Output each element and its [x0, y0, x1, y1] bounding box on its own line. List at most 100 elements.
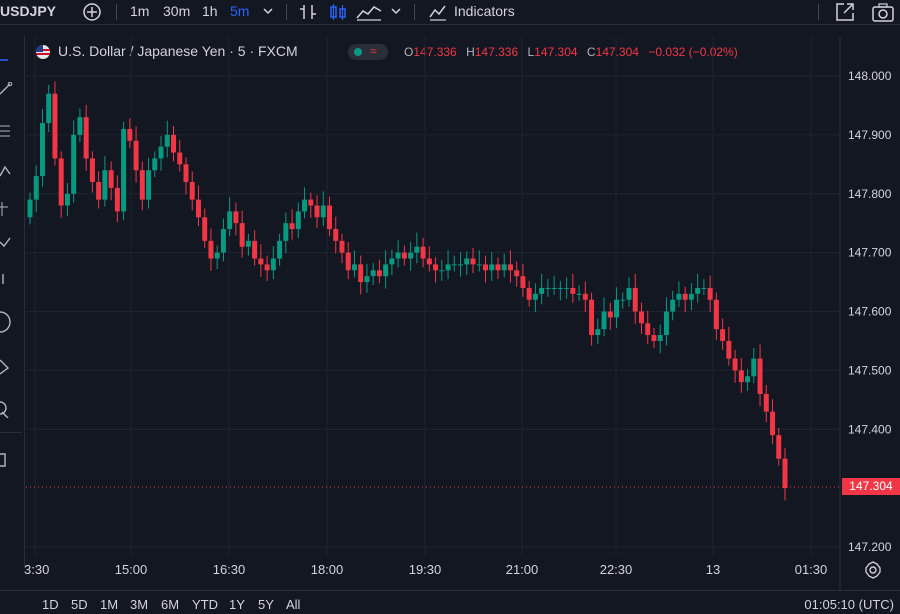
text-tool-icon[interactable] [0, 272, 14, 286]
price-tick-label: 147.400 [848, 422, 892, 436]
candle-body [414, 246, 420, 253]
candle-body [46, 93, 52, 124]
trend-line-tool-icon[interactable] [0, 82, 14, 96]
indicators-icon[interactable] [428, 2, 448, 22]
data-delay-icon: ≈ [370, 44, 377, 58]
market-status-badge[interactable]: ≈ [348, 44, 388, 60]
candle-body [214, 252, 220, 259]
candle-body [632, 287, 638, 312]
candle-body [707, 287, 713, 300]
candle-body [688, 293, 694, 300]
candle-body [327, 205, 333, 230]
open-label: O [404, 45, 414, 59]
candle-body [152, 158, 158, 171]
bar-chart-type-icon[interactable] [298, 2, 318, 22]
fib-tool-icon[interactable] [0, 124, 14, 140]
interval-1m-button[interactable]: 1m [130, 3, 150, 19]
toolbar-divider [286, 4, 287, 20]
candle-body [464, 258, 470, 265]
symbol-search-button[interactable]: USDJPY [0, 3, 57, 19]
share-icon[interactable] [834, 1, 856, 23]
candle-body [333, 229, 339, 241]
time-tick-label: 21:00 [506, 562, 539, 577]
candle-body [720, 329, 726, 341]
candles-chart-type-icon[interactable] [328, 2, 348, 22]
utc-clock[interactable]: 01:05:10 (UTC) [804, 597, 894, 612]
candle-body [345, 252, 351, 271]
candle-body [320, 205, 326, 218]
interval-5m-button[interactable]: 5m [230, 3, 250, 19]
price-axis[interactable]: 148.000 147.900 147.800 147.700 147.600 147.5… [848, 69, 892, 554]
close-value: 147.304 [595, 45, 639, 59]
chevron-down-icon[interactable] [390, 7, 402, 17]
candle-body [501, 264, 507, 271]
ruler-tool-icon[interactable] [0, 310, 14, 334]
price-chart[interactable]: 148.000 147.900 147.800 147.700 147.600 147.5… [0, 36, 900, 590]
lock-tool-icon[interactable] [0, 450, 14, 468]
candle-body [39, 123, 45, 177]
chart-settings-gear-icon[interactable] [864, 561, 882, 579]
time-tick-label: 19:30 [409, 562, 442, 577]
candle-body [289, 223, 295, 230]
measure-tool-icon[interactable] [0, 358, 14, 376]
range-3m-button[interactable]: 3M [130, 597, 149, 612]
time-axis[interactable]: 3:30 15:00 16:30 18:00 19:30 21:00 22:30 13 01:3… [24, 562, 827, 577]
price-tick-label: 147.600 [848, 305, 892, 319]
symbol-title[interactable]: U.S. Dollar / Japanese Yen · 5 · FXCM [58, 43, 298, 59]
interval-30m-button[interactable]: 30m [163, 3, 191, 19]
candle-body [220, 229, 226, 253]
candle-body [102, 170, 108, 200]
area-chart-type-icon[interactable] [356, 2, 382, 22]
range-1d-button[interactable]: 1D [42, 597, 59, 612]
brush-tool-icon[interactable] [0, 236, 14, 250]
candle-body [96, 181, 102, 200]
range-all-button[interactable]: All [286, 597, 301, 612]
range-5y-button[interactable]: 5Y [258, 597, 274, 612]
candle-body [701, 287, 707, 289]
camera-icon[interactable] [871, 1, 895, 23]
candle-body [189, 181, 195, 200]
change-value: −0.032 (−0.02%) [648, 45, 738, 59]
candle-body [258, 258, 264, 265]
candle-body [476, 264, 482, 266]
range-5d-button[interactable]: 5D [71, 597, 88, 612]
candle-body [757, 358, 763, 394]
candle-body [195, 199, 201, 218]
add-symbol-icon[interactable] [82, 2, 102, 22]
candle-body [71, 134, 77, 194]
candle-body [89, 158, 95, 182]
candle-body [526, 287, 532, 300]
range-ytd-button[interactable]: YTD [192, 597, 218, 612]
candle-body [245, 240, 251, 247]
price-tick-label: 148.000 [848, 69, 892, 83]
range-1y-button[interactable]: 1Y [229, 597, 245, 612]
candle-body [351, 264, 357, 271]
candle-body [657, 335, 663, 341]
range-6m-button[interactable]: 6M [161, 597, 180, 612]
candle-body [370, 270, 376, 277]
candle-body [146, 170, 152, 200]
interval-1h-button[interactable]: 1h [202, 3, 218, 19]
candle-body [227, 211, 233, 230]
open-value: 147.336 [413, 45, 457, 59]
candle-body [620, 299, 626, 301]
range-1m-button[interactable]: 1M [100, 597, 119, 612]
indicators-button[interactable]: Indicators [454, 3, 515, 19]
candle-body [751, 358, 757, 377]
candle-body [83, 117, 89, 159]
candle-body [614, 299, 620, 318]
candle-body [607, 311, 613, 318]
forecast-tool-icon[interactable] [0, 202, 14, 218]
cursor-tool-icon[interactable] [0, 56, 10, 64]
candle-body [308, 199, 314, 206]
chevron-down-icon[interactable] [262, 7, 274, 17]
pattern-tool-icon[interactable] [0, 164, 14, 180]
zoom-in-icon[interactable] [0, 400, 14, 418]
candle-body [676, 293, 682, 300]
low-label: L [527, 45, 535, 59]
candle-body [208, 240, 214, 259]
us-flag-icon [36, 45, 50, 59]
ohlc-readout: O147.336 H147.336 L147.304 C147.304 −0.0… [404, 45, 744, 59]
candle-body [64, 193, 70, 206]
candle-body [395, 252, 401, 259]
